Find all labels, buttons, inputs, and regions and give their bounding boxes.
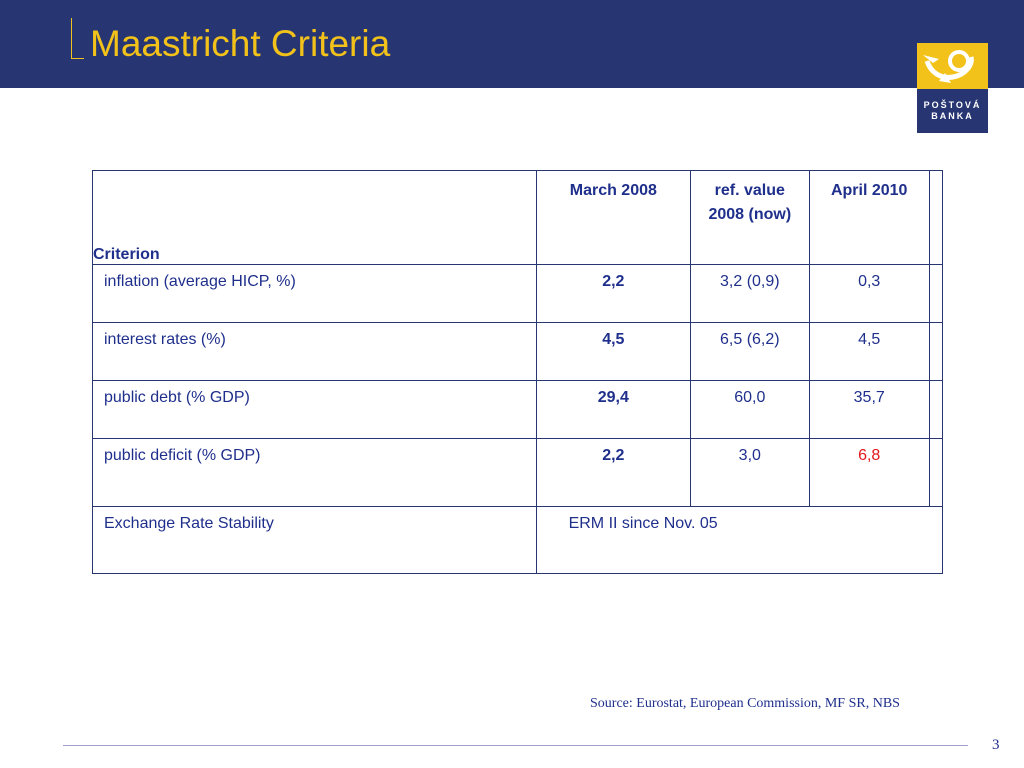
erm-label: Exchange Rate Stability (92, 506, 537, 574)
header-ref-value: ref. value 2008 (now) (690, 170, 810, 265)
table-header-row: Criterion March 2008 ref. value 2008 (no… (92, 170, 944, 265)
row-label: public debt (% GDP) (92, 380, 537, 439)
row-label: inflation (average HICP, %) (92, 264, 537, 323)
april-2010-value: 35,7 (808, 380, 930, 439)
header-criterion: Criterion (92, 170, 537, 265)
table-row: public deficit (% GDP) 2,2 3,0 6,8 (92, 438, 944, 507)
slide-title: Maastricht Criteria (90, 23, 391, 64)
spacer-cell (928, 322, 944, 381)
title-bracket-decoration (71, 18, 84, 59)
post-horn-icon (917, 43, 988, 89)
header-ref-value-line2: 2008 (now) (708, 206, 792, 223)
header-bar (0, 0, 1024, 88)
header-april-2010: April 2010 (808, 170, 930, 265)
ref-value: 6,5 (6,2) (690, 322, 810, 381)
page-number: 3 (992, 737, 1000, 753)
header-spacer-cell (928, 170, 944, 265)
march-2008-value: 2,2 (535, 438, 692, 507)
postova-banka-logo: POŠTOVÁ BANKA (917, 43, 988, 133)
table-row: interest rates (%) 4,5 6,5 (6,2) 4,5 (92, 322, 944, 381)
header-march-2008: March 2008 (535, 170, 692, 265)
ref-value: 3,2 (0,9) (690, 264, 810, 323)
ref-value: 3,0 (690, 438, 810, 507)
row-label: public deficit (% GDP) (92, 438, 537, 507)
header-ref-value-line1: ref. value (714, 182, 785, 199)
logo-line2: BANKA (931, 111, 974, 121)
march-2008-value: 4,5 (535, 322, 692, 381)
erm-value: ERM II since Nov. 05 (535, 506, 944, 574)
april-2010-value: 4,5 (808, 322, 930, 381)
ref-value: 60,0 (690, 380, 810, 439)
logo-line1: POŠTOVÁ (923, 100, 982, 110)
footer-divider (63, 745, 968, 746)
row-label: interest rates (%) (92, 322, 537, 381)
april-2010-value-highlight: 6,8 (808, 438, 930, 507)
table-row: public debt (% GDP) 29,4 60,0 35,7 (92, 380, 944, 439)
erm-row: Exchange Rate Stability ERM II since Nov… (92, 506, 944, 574)
source-note: Source: Eurostat, European Commission, M… (590, 696, 900, 711)
logo-wordmark: POŠTOVÁ BANKA (917, 89, 988, 133)
march-2008-value: 2,2 (535, 264, 692, 323)
table-row: inflation (average HICP, %) 2,2 3,2 (0,9… (92, 264, 944, 323)
maastricht-criteria-table: Criterion March 2008 ref. value 2008 (no… (92, 170, 944, 574)
march-2008-value: 29,4 (535, 380, 692, 439)
april-2010-value: 0,3 (808, 264, 930, 323)
spacer-cell (928, 438, 944, 507)
spacer-cell (928, 264, 944, 323)
spacer-cell (928, 380, 944, 439)
